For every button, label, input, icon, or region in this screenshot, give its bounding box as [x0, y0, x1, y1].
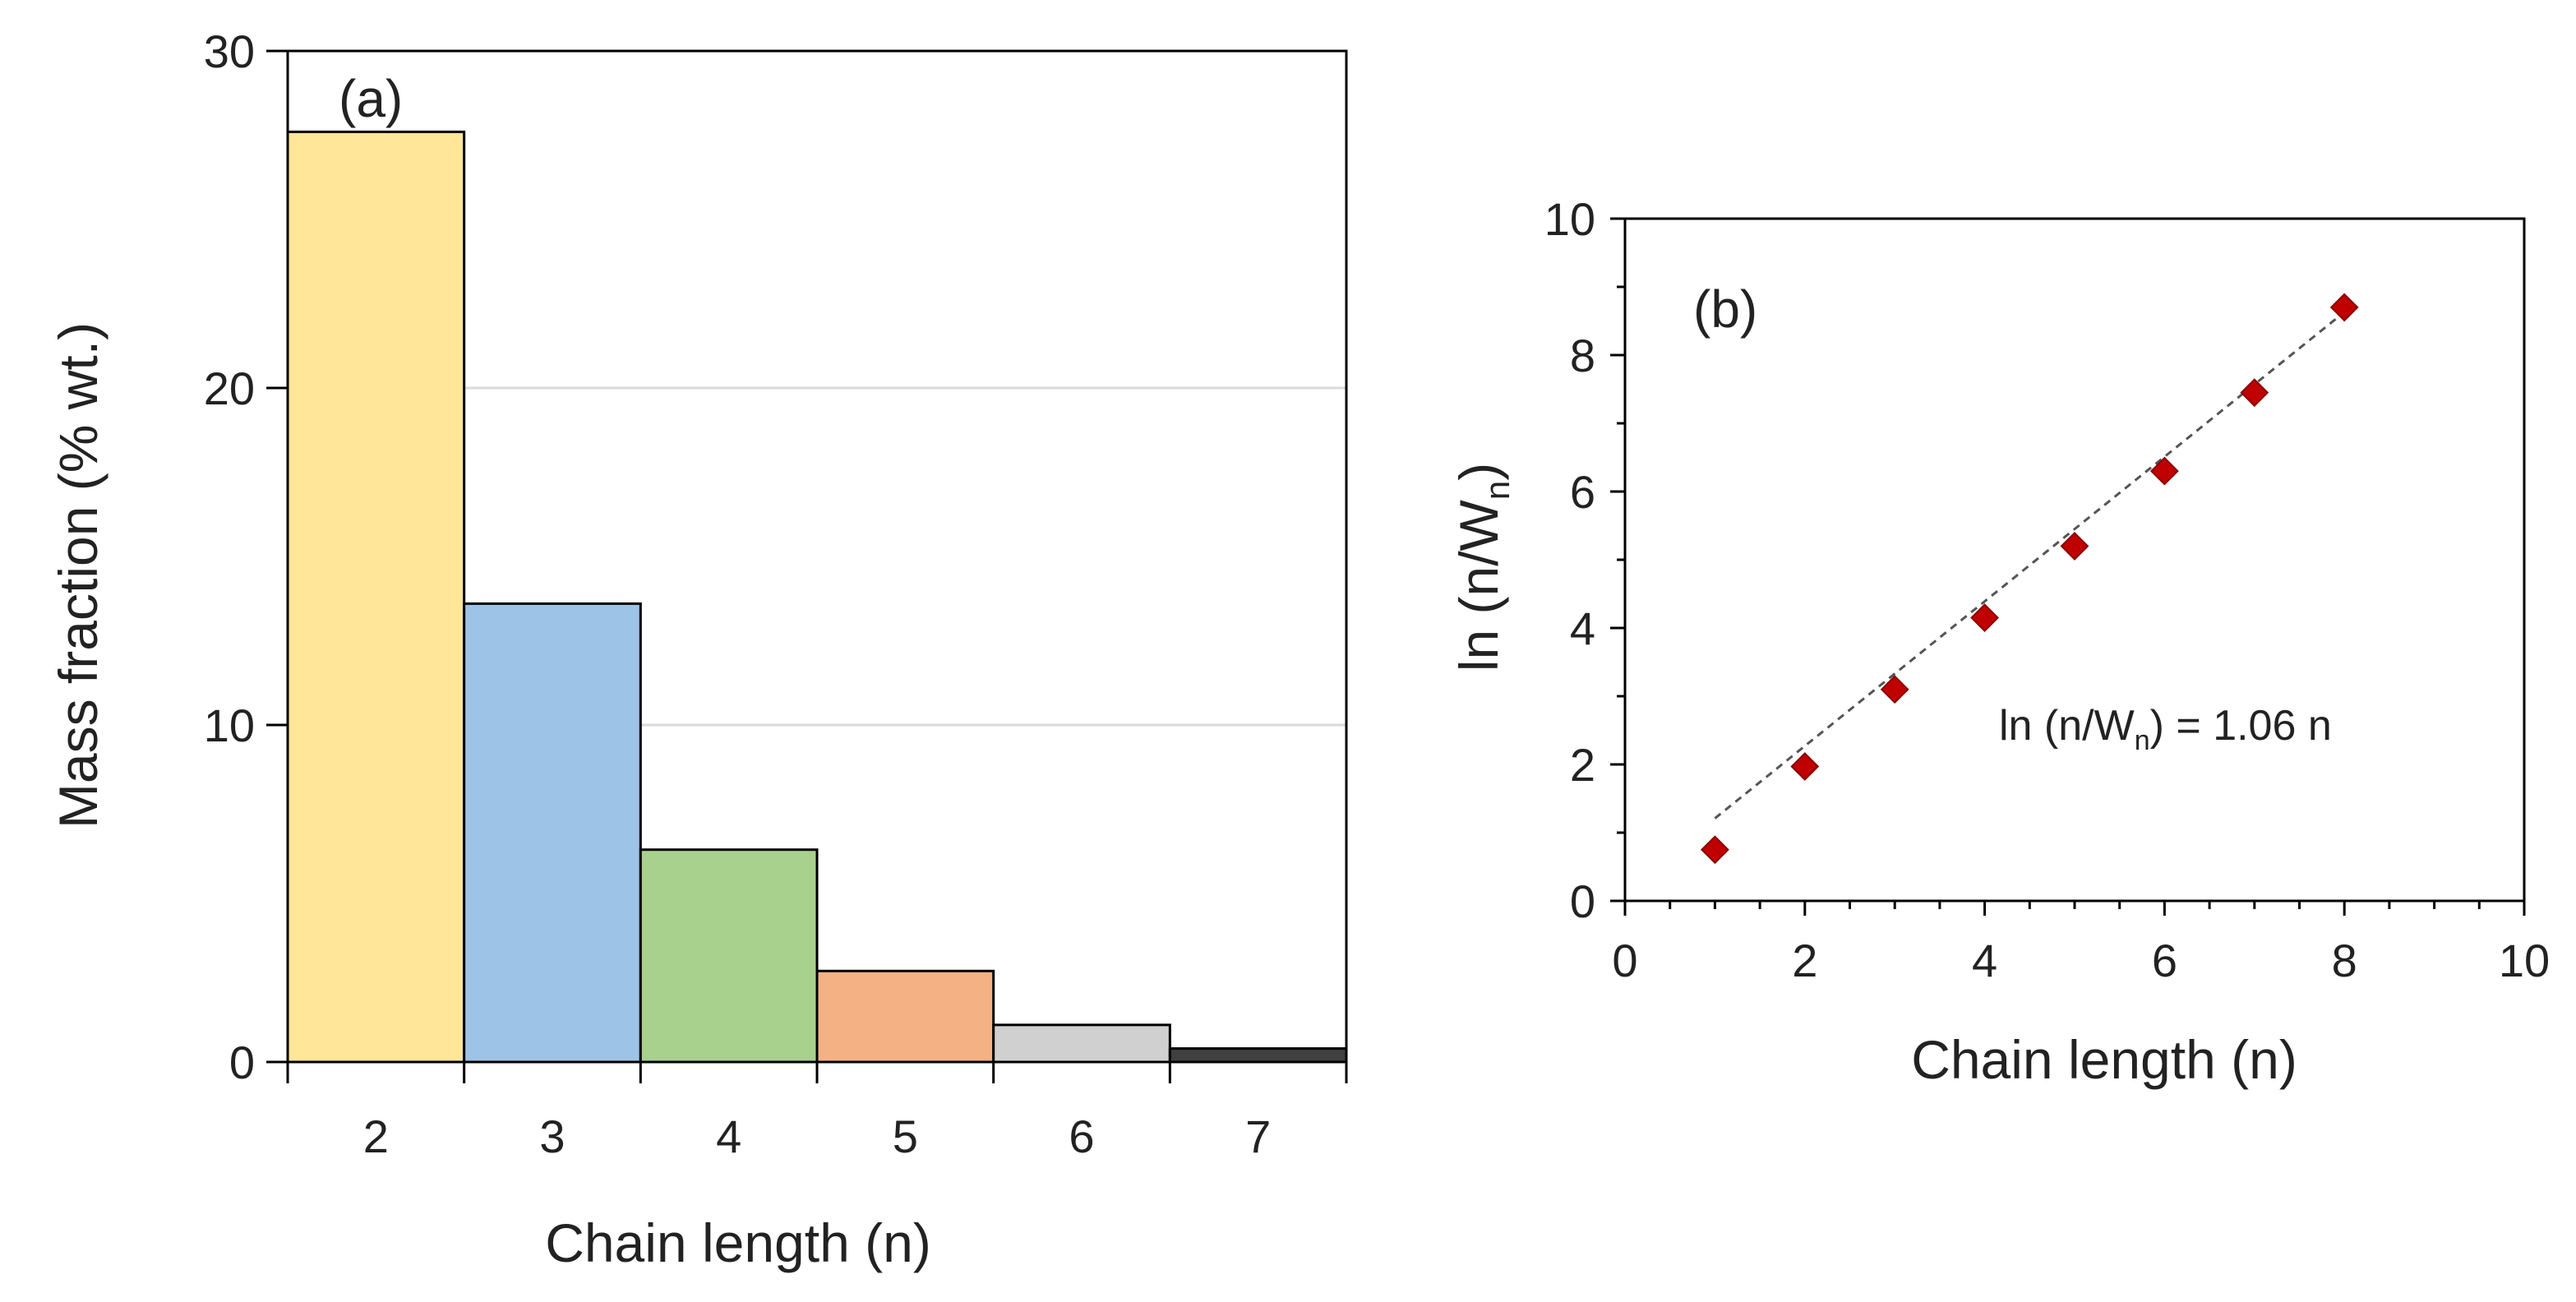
b-point-7 — [2240, 378, 2269, 408]
b-panel-label: (b) — [1693, 279, 1757, 339]
b-equation-suffix: ) = 1.06 n — [2150, 702, 2332, 750]
a-x-tick-label: 7 — [1245, 1110, 1271, 1162]
b-x-tick-label: 10 — [2499, 935, 2550, 986]
b-equation-prefix: ln (n/W — [1999, 702, 2135, 750]
b-point-6 — [2149, 456, 2179, 486]
a-y-tick-label: 10 — [204, 699, 255, 751]
b-y-tick-label: 0 — [1570, 875, 1595, 927]
b-point-3 — [1880, 675, 1909, 704]
b-y-tick-label: 4 — [1570, 603, 1595, 654]
b-x-axis-title: Chain length (n) — [1911, 1029, 2297, 1090]
b-point-8 — [2329, 293, 2359, 322]
b-x-tick-label: 0 — [1612, 935, 1637, 986]
a-x-tick-label: 6 — [1069, 1110, 1094, 1162]
a-x-tick-label: 5 — [893, 1110, 918, 1162]
a-y-axis-title: Mass fraction (% wt.) — [48, 322, 108, 829]
a-x-axis: 2 3 4 5 6 7 — [286, 1062, 1348, 1162]
a-bar-7 — [1168, 1047, 1348, 1064]
a-bar-3 — [463, 602, 642, 1064]
b-point-2 — [1790, 752, 1820, 781]
b-y-tick-label: 8 — [1570, 330, 1595, 381]
b-x-axis: 0 2 4 6 8 10 — [1612, 901, 2550, 986]
b-x-tick-label: 2 — [1792, 935, 1817, 986]
b-y-axis-title: ln (n/Wn) — [1448, 463, 1517, 672]
a-y-tick-label: 30 — [204, 25, 255, 77]
a-bar-4 — [639, 848, 819, 1064]
b-point-4 — [1970, 603, 2000, 632]
a-x-tick-label: 2 — [363, 1110, 389, 1162]
a-x-tick-label: 4 — [716, 1110, 741, 1162]
b-point-5 — [2060, 531, 2089, 561]
a-y-tick-label: 20 — [204, 362, 255, 414]
a-panel-label: (a) — [339, 69, 403, 128]
a-bar-2 — [286, 130, 466, 1064]
a-bar-5 — [815, 969, 995, 1064]
b-x-tick-label: 6 — [2152, 935, 2177, 986]
b-fit-line — [1714, 311, 2346, 820]
b-equation: ln (n/Wn) = 1.06 n — [1999, 702, 2332, 756]
b-y-axis-title-sub: n — [1478, 481, 1517, 500]
b-y-axis-title-suffix: ) — [1448, 463, 1509, 481]
a-y-axis: 0 10 20 30 — [204, 25, 288, 1088]
panel-a-bar-chart: 0 10 20 30 2 3 4 5 6 7 (a) Chain length (n) Mass… — [48, 25, 1348, 1273]
b-y-tick-label: 2 — [1570, 739, 1595, 791]
a-x-tick-label: 3 — [539, 1110, 565, 1162]
a-y-tick-label: 0 — [229, 1037, 255, 1088]
b-y-axis-title-prefix: ln (n/W — [1448, 499, 1509, 672]
b-point-1 — [1700, 835, 1729, 865]
a-x-axis-title: Chain length (n) — [545, 1212, 931, 1273]
b-data-points — [1700, 293, 2359, 865]
b-x-tick-label: 8 — [2332, 935, 2357, 986]
b-y-axis: 0 2 4 6 8 10 — [1544, 193, 1625, 927]
b-y-tick-label: 10 — [1544, 193, 1595, 245]
b-equation-sub: n — [2135, 725, 2150, 756]
b-y-tick-label: 6 — [1570, 466, 1595, 518]
b-x-tick-label: 4 — [1972, 935, 1997, 986]
a-bar-6 — [992, 1023, 1171, 1064]
a-bars — [286, 130, 1348, 1064]
